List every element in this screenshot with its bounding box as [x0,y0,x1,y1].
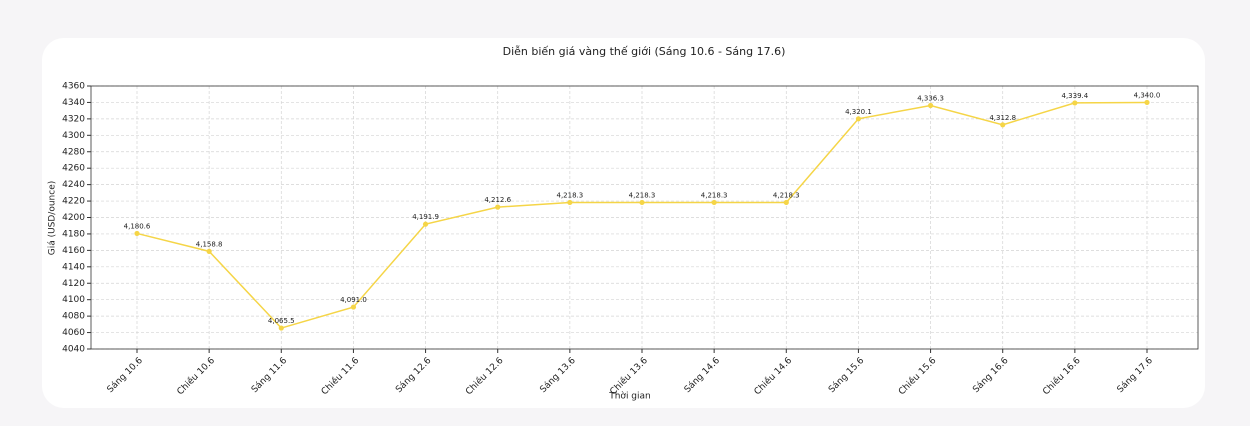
value-label: 4,336.3 [917,94,944,102]
value-label: 4,312.8 [989,114,1016,122]
point [1000,122,1006,128]
point [206,248,212,254]
y-tick-label: 4220 [62,197,85,207]
y-tick-label: 4100 [62,295,85,305]
y-tick-label: 4260 [62,164,85,174]
y-tick-label: 4340 [62,98,85,108]
value-label: 4,218.3 [773,191,800,199]
point [422,221,429,227]
y-tick-label: 4200 [62,213,85,223]
x-axis-label: Thời gian [608,391,651,402]
y-tick-label: 4040 [62,345,85,355]
y-tick-label: 4280 [62,147,85,157]
value-label: 4,218.3 [629,191,656,199]
value-label: 4,340.0 [1134,91,1161,99]
plot-frame [90,85,1199,350]
y-tick-label: 4360 [62,82,85,92]
point [855,116,862,122]
y-tick-label: 4120 [62,279,85,289]
value-label: 4,218.3 [556,191,583,199]
point [639,199,645,206]
point [495,204,501,210]
value-label: 4,212.6 [484,196,511,204]
point [1072,100,1078,106]
value-label: 4,180.6 [124,222,151,230]
value-label: 4,320.1 [845,108,872,116]
point [567,199,573,206]
y-tick-label: 4240 [62,180,85,190]
value-label: 4,158.8 [196,240,223,248]
point [350,304,357,310]
value-label: 4,065.5 [268,317,295,325]
y-tick-label: 4180 [62,229,85,239]
value-label: 4,191.9 [412,213,439,221]
card [42,38,1205,408]
point [1144,99,1150,106]
y-tick-label: 4080 [62,312,85,322]
point [783,199,789,206]
y-tick-label: 4140 [62,262,85,272]
chart-title: Diễn biến giá vàng thế giới (Sáng 10.6 -… [503,45,786,58]
y-axis-label: Giá (USD/ounce) [48,181,58,256]
point [711,199,717,206]
value-label: 4,339.4 [1061,92,1088,100]
y-tick-label: 4320 [62,114,85,124]
point [278,325,284,331]
y-tick-label: 4160 [62,246,85,256]
y-tick-label: 4060 [62,328,85,338]
value-label: 4,218.3 [701,191,728,199]
point [927,102,934,109]
point [134,230,140,237]
value-label: 4,091.0 [340,296,367,304]
y-tick-label: 4300 [62,131,85,141]
